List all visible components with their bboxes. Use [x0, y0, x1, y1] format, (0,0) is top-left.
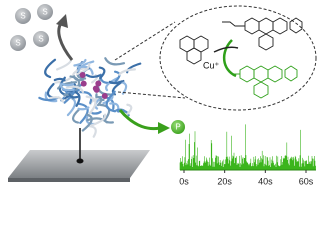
- dna-strand: [126, 103, 133, 115]
- dna-strand: [126, 62, 142, 74]
- dna-strand: [73, 58, 87, 67]
- dna-strand: [68, 93, 79, 99]
- dna-strand: [91, 110, 102, 115]
- trace-signal: [179, 124, 316, 170]
- dna-strand: [118, 68, 136, 76]
- platform: [8, 150, 150, 178]
- product-molecule: [233, 65, 298, 99]
- substrate-label: S: [15, 39, 20, 48]
- dna-strand: [104, 57, 126, 66]
- dna-strand: [55, 56, 73, 71]
- dna-strand: [46, 82, 55, 99]
- probe-molecule: [222, 17, 303, 51]
- enzyme-site: [79, 71, 86, 78]
- dna-strand: [90, 113, 107, 127]
- substrate-sphere: [10, 35, 26, 51]
- dna-strand: [49, 96, 65, 103]
- dna-strand: [81, 113, 93, 132]
- dna-strand: [113, 70, 121, 83]
- catalysis-arrow: [213, 46, 239, 53]
- zoom-line: [114, 21, 176, 61]
- enzyme-site: [101, 93, 108, 100]
- x-tick-label: 60s: [299, 176, 314, 186]
- dna-strand: [77, 102, 89, 124]
- dna-strand: [73, 75, 84, 82]
- dna-strand: [67, 89, 81, 107]
- zoom-line: [117, 91, 186, 99]
- enzyme-site: [92, 85, 99, 92]
- enzyme-site: [95, 80, 102, 87]
- dna-strand: [96, 95, 103, 107]
- dna-strand: [108, 80, 123, 85]
- substrate-sphere: [37, 4, 53, 20]
- fluorescence-trace: 0s 20s 40s 60s: [179, 124, 316, 186]
- substrate-label: S: [38, 35, 43, 44]
- dna-strand: [61, 82, 75, 87]
- product-label: P: [175, 123, 180, 132]
- x-tick-label: 0s: [179, 176, 189, 186]
- dna-strand: [85, 95, 97, 115]
- reaction-arrow: [223, 39, 237, 78]
- substrate-sphere: [15, 8, 31, 24]
- enzyme-site: [80, 80, 87, 87]
- dna-strand: [76, 62, 91, 76]
- product-arrow: [118, 109, 161, 131]
- dna-strand: [105, 76, 120, 92]
- catalyst-label: Cu⁺: [203, 60, 220, 70]
- substrate-label: S: [20, 12, 25, 21]
- substrate-sphere: [33, 31, 49, 47]
- zoom-ellipse: [159, 5, 317, 111]
- dna-strand: [86, 117, 109, 124]
- x-tick-label: 20s: [217, 176, 232, 186]
- arrow-head: [158, 122, 170, 134]
- phenanthroline: [179, 35, 209, 65]
- dna-strand: [65, 85, 85, 94]
- dna-strand: [44, 58, 57, 79]
- dna-strand: [77, 106, 90, 111]
- figure: Cu⁺ P 0s 20s 40s 60s S S S S: [8, 4, 317, 186]
- dna-strand: [77, 60, 95, 72]
- dna-strand: [59, 83, 75, 92]
- dna-strand: [105, 90, 117, 113]
- dna-strand: [85, 73, 101, 78]
- substrate-label: S: [42, 8, 47, 17]
- x-tick-label: 40s: [258, 176, 273, 186]
- release-arrow: [57, 21, 74, 61]
- dna-strand: [98, 66, 106, 80]
- platform-edge: [8, 178, 130, 182]
- anchor: [76, 158, 84, 164]
- product-sphere: [171, 120, 185, 134]
- dna-strand: [102, 94, 114, 105]
- dna-strand: [86, 124, 97, 138]
- arrow-head: [56, 14, 68, 28]
- dna-strand: [71, 108, 80, 124]
- dna-cluster: [38, 56, 142, 138]
